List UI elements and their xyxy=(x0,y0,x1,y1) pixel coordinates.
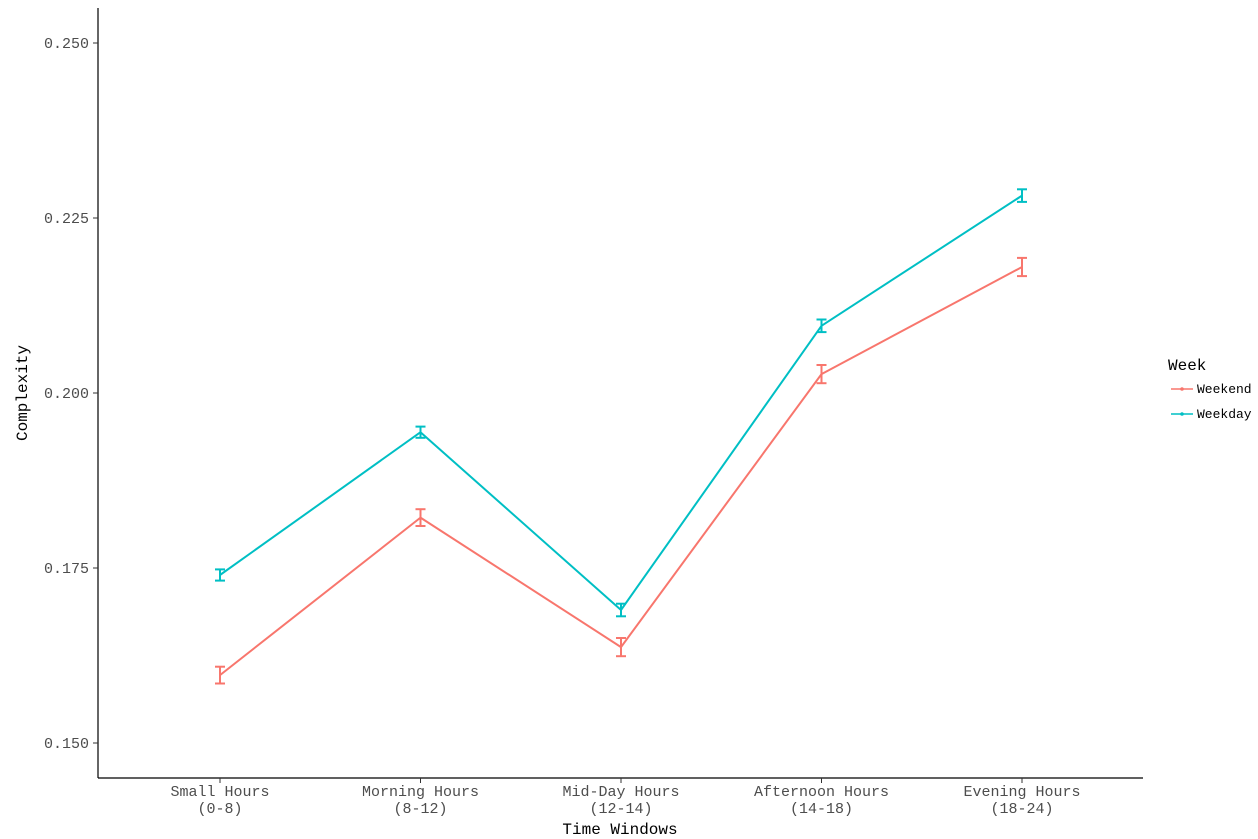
x-tick-label: Evening Hours (18-24) xyxy=(963,784,1080,818)
error-bar-weekday xyxy=(816,318,827,334)
error-bar-weekend xyxy=(616,637,626,658)
axes: 0.150 0.175 0.200 0.225 0.250 Small Hours (0-8… xyxy=(44,8,1143,818)
error-bar-weekday xyxy=(616,602,626,618)
y-tick-label: 0.175 xyxy=(44,561,89,578)
error-bar-weekend xyxy=(415,508,426,527)
y-axis-title: Complexity xyxy=(14,345,32,441)
y-tick-label: 0.250 xyxy=(44,36,89,53)
x-tick-label: Mid-Day Hours (12-14) xyxy=(562,784,679,818)
error-bar-weekend xyxy=(816,364,827,385)
legend-title: Week xyxy=(1168,357,1206,375)
y-tick-label: 0.200 xyxy=(44,386,89,403)
y-tick-label: 0.150 xyxy=(44,736,89,753)
error-bar-weekday xyxy=(1017,188,1027,203)
legend-item-weekday: Weekday xyxy=(1171,407,1252,422)
series-line-weekday xyxy=(219,194,1023,611)
legend-label: Weekend xyxy=(1197,382,1252,397)
x-tick-label: Morning Hours (8-12) xyxy=(362,784,479,818)
legend-key-dot xyxy=(1180,412,1184,416)
x-tick-label: Small Hours (0-8) xyxy=(170,784,269,818)
legend: Week Weekend Weekday xyxy=(1168,357,1252,422)
error-bar-weekday xyxy=(215,568,225,582)
legend-key-dot xyxy=(1180,387,1184,391)
y-tick-label: 0.225 xyxy=(44,211,89,228)
x-axis-title: Time Windows xyxy=(562,821,677,839)
x-tick-label: Afternoon Hours (14-18) xyxy=(754,784,889,818)
error-bar-weekend xyxy=(1017,256,1027,278)
error-bar-weekend xyxy=(215,665,225,685)
plot-area xyxy=(215,188,1027,685)
error-bar-weekday xyxy=(415,425,426,439)
legend-item-weekend: Weekend xyxy=(1171,382,1252,397)
legend-label: Weekday xyxy=(1197,407,1252,422)
